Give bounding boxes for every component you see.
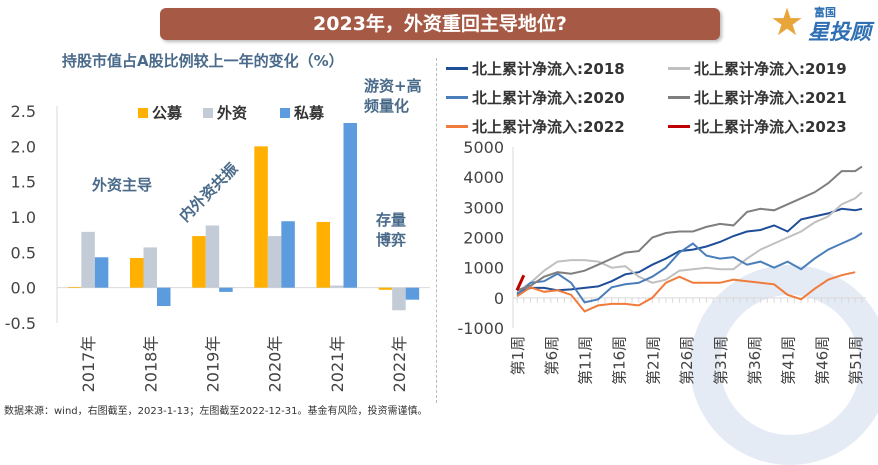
- bar-外资: [81, 231, 95, 288]
- legend-2023: 北上累计净流入:2023: [668, 116, 847, 137]
- annotation-hot-money: 游资+高频量化: [364, 77, 422, 115]
- y-tick-label: 1.0: [11, 208, 36, 227]
- logo-small-text: 富国: [814, 6, 836, 19]
- brand-logo: ★ 富国 星投顾: [770, 0, 875, 44]
- divider: [436, 58, 437, 403]
- bar-chart-title: 持股市值占A股比例较上一年的变化（%）: [62, 52, 344, 70]
- logo-big-text: 星投顾: [808, 20, 871, 44]
- x-tick-label: 2017年: [79, 336, 98, 393]
- x-tick-label: 第31周: [712, 336, 730, 385]
- y-tick-label: 3000: [463, 198, 504, 217]
- legend-item-0: 公募: [138, 102, 182, 123]
- bar-外资: [267, 236, 282, 288]
- star-icon: ★: [770, 0, 805, 44]
- y-tick-label: 2.5: [11, 102, 36, 121]
- y-tick-label: 0.0: [11, 279, 36, 298]
- y-tick-label: 5000: [463, 138, 504, 157]
- y-tick-label: 2000: [463, 229, 504, 248]
- bar-外资: [143, 247, 157, 288]
- legend-2019: 北上累计净流入:2019: [668, 58, 847, 79]
- bar-公募: [67, 286, 82, 288]
- bar-公募: [192, 236, 206, 288]
- bar-私募: [405, 287, 420, 300]
- bar-公募: [130, 257, 144, 288]
- x-tick-label: 第26周: [678, 336, 696, 385]
- x-tick-label: 2022年: [390, 336, 409, 393]
- y-tick-label: 0: [494, 289, 504, 308]
- bar-私募: [281, 221, 295, 288]
- y-tick-label: -0.5: [5, 314, 36, 333]
- legend-2021: 北上累计净流入:2021: [668, 87, 847, 108]
- y-tick-label: 1000: [463, 259, 504, 278]
- annotation-foreign-led: 外资主导: [92, 176, 153, 194]
- bar-私募: [219, 287, 233, 292]
- legend-item-2: 私募: [280, 102, 324, 123]
- x-tick-label: 第11周: [577, 336, 595, 385]
- line-2022: [516, 271, 856, 313]
- y-tick-label: 2.0: [11, 137, 36, 156]
- x-tick-label: 第46周: [813, 336, 831, 385]
- legend-2022: 北上累计净流入:2022: [446, 116, 625, 137]
- line-2019: [516, 191, 863, 293]
- x-tick-label: 第1周: [509, 336, 527, 376]
- legend-item-1: 外资: [203, 102, 247, 123]
- line-2020: [516, 232, 863, 304]
- x-tick-label: 2021年: [328, 336, 347, 393]
- x-tick-label: 第51周: [847, 336, 865, 385]
- x-tick-label: 第21周: [644, 336, 662, 385]
- bar-外资: [392, 287, 406, 311]
- bar-私募: [157, 287, 171, 307]
- bar-私募: [94, 257, 109, 288]
- page-title: 2023年，外资重回主导地位?: [160, 8, 720, 40]
- bar-外资: [205, 225, 220, 288]
- bar-公募: [254, 146, 268, 288]
- x-tick-label: 2019年: [203, 336, 222, 393]
- y-tick-label: 4000: [463, 168, 504, 187]
- footnote: 数据来源：wind，右图截至，2023-1-13；左图截至2022-12-31。…: [4, 406, 428, 417]
- x-tick-label: 第16周: [610, 336, 628, 385]
- annotation-stock-game: 存量博弈: [376, 211, 407, 249]
- bar-私募: [343, 123, 357, 288]
- x-tick-label: 第36周: [746, 336, 764, 385]
- bar-公募: [316, 221, 330, 288]
- legend-2020: 北上累计净流入:2020: [446, 87, 625, 108]
- bar-chart: 2.5 2.0 1.5 1.0 0.5 0.0 -0.5 2017年 2018年 2019年 202…: [5, 102, 430, 393]
- legend-2018: 北上累计净流入:2018: [446, 58, 625, 79]
- x-tick-label: 第41周: [780, 336, 798, 385]
- x-tick-label: 2020年: [266, 336, 285, 393]
- bar-外资: [330, 285, 344, 288]
- line-2023: [515, 274, 526, 291]
- y-tick-label: 0.5: [11, 243, 36, 262]
- y-tick-label: 1.5: [11, 173, 36, 192]
- bar-公募: [378, 287, 393, 290]
- x-tick-label: 第6周: [543, 336, 561, 376]
- line-2021: [516, 165, 863, 292]
- x-tick-label: 2018年: [141, 336, 160, 393]
- y-tick-label: -1000: [458, 319, 505, 338]
